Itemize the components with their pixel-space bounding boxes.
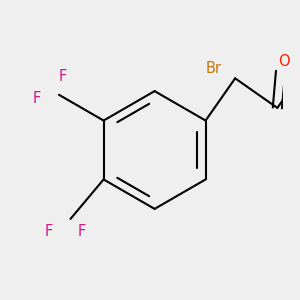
Text: F: F [44,224,52,239]
Text: F: F [33,91,41,106]
Text: O: O [278,54,290,69]
Text: F: F [58,69,67,84]
Text: F: F [77,224,86,239]
Text: Br: Br [206,61,222,76]
